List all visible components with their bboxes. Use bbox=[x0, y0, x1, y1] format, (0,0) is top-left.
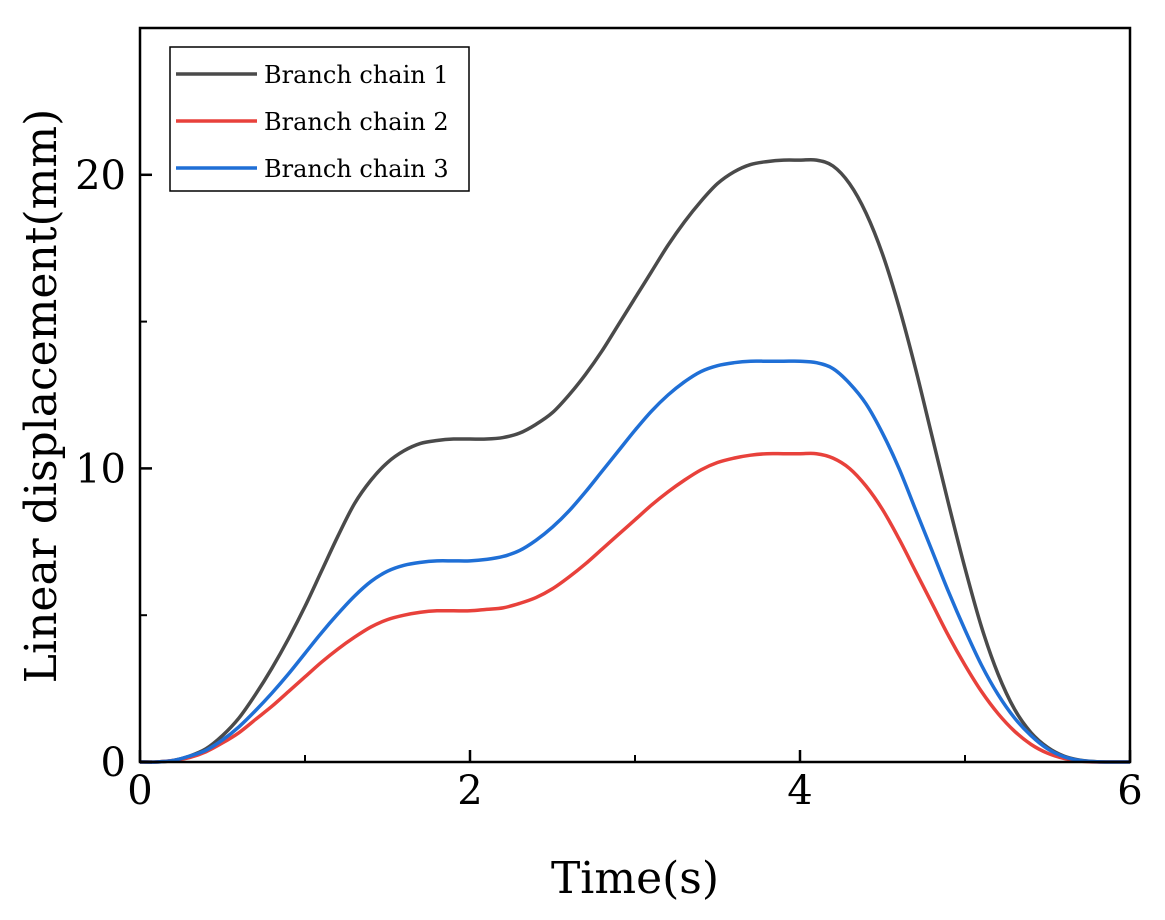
x-tick-label: 6 bbox=[1117, 768, 1142, 814]
series-line-1 bbox=[139, 157, 1131, 764]
series-line-3 bbox=[139, 359, 1131, 764]
legend: Branch chain 1 Branch chain 2 Branch chain… bbox=[169, 46, 470, 192]
axis-tick-labels: 0 2 4 6 0 10 20 bbox=[75, 153, 1143, 814]
series-line-2 bbox=[139, 451, 1130, 764]
y-tick-label: 20 bbox=[75, 153, 126, 199]
series-lines bbox=[139, 157, 1131, 764]
axis-ticks bbox=[138, 173, 1132, 764]
x-tick-label: 4 bbox=[787, 768, 812, 814]
x-tick-label: 2 bbox=[457, 768, 482, 814]
legend-label-1: Branch chain 1 bbox=[264, 61, 449, 89]
y-tick-label: 0 bbox=[101, 740, 126, 786]
legend-label-2: Branch chain 2 bbox=[264, 108, 449, 136]
x-axis-title: Time(s) bbox=[551, 853, 719, 904]
y-axis-title: Linear displacement(mm) bbox=[16, 109, 67, 683]
x-tick-label: 0 bbox=[127, 768, 152, 814]
y-tick-label: 10 bbox=[75, 446, 126, 492]
legend-label-3: Branch chain 3 bbox=[264, 155, 449, 183]
